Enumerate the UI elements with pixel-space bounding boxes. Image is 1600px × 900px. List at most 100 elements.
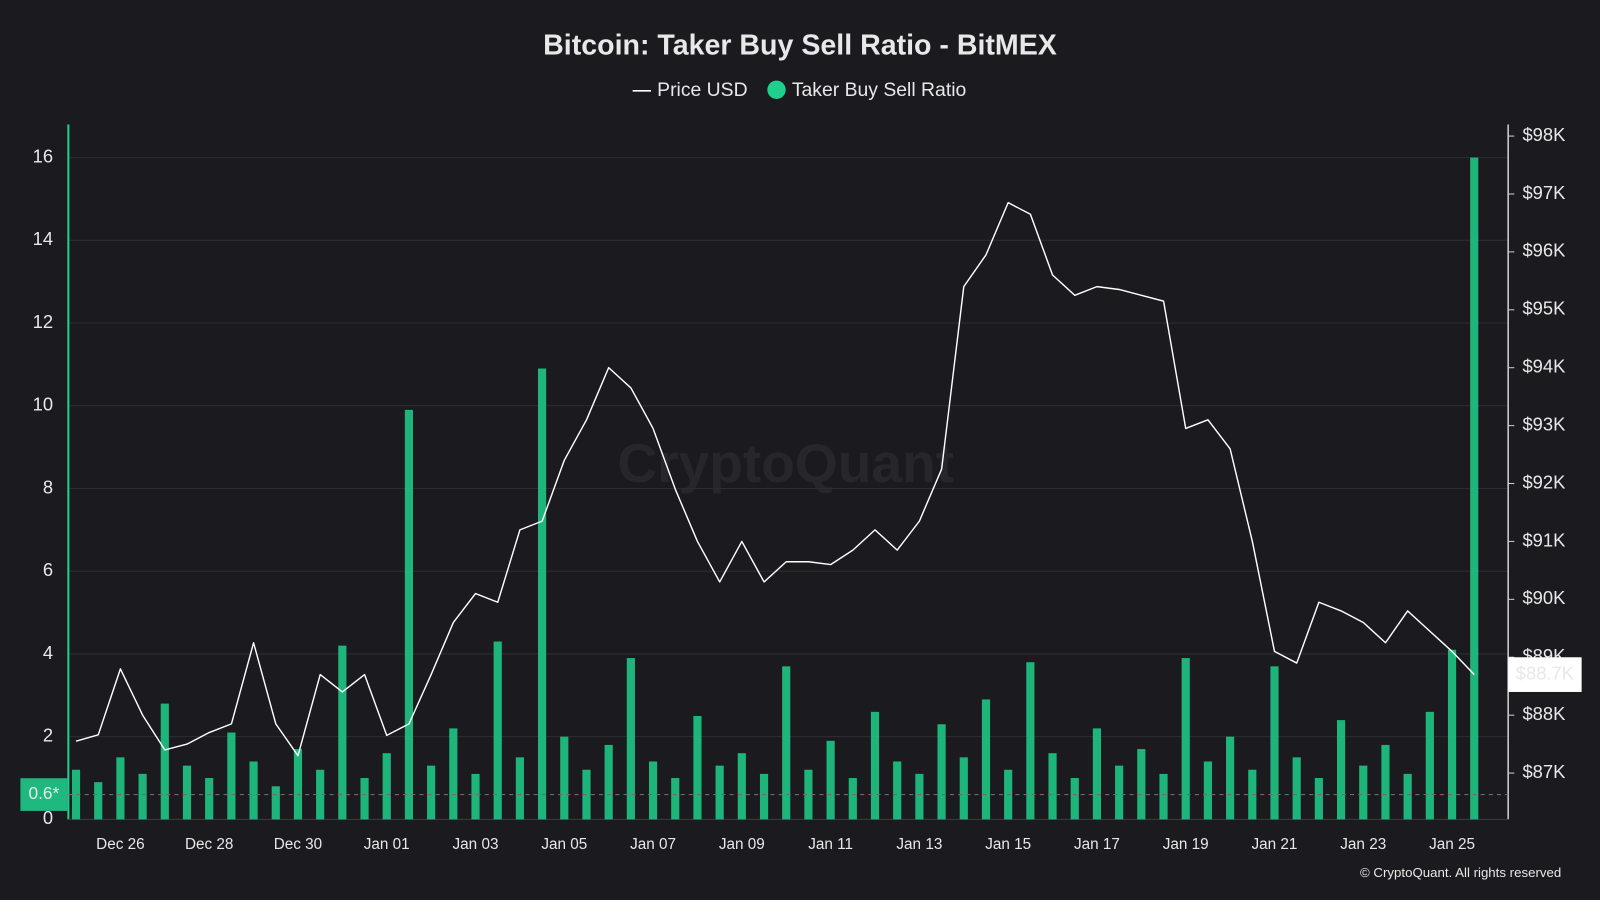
bar: [915, 773, 924, 820]
bar: [449, 728, 458, 820]
bar: [848, 778, 857, 820]
current-price-label: $88.7K: [1516, 662, 1575, 683]
y2-tick-label: $98K: [1522, 124, 1566, 145]
y2-tick-label: $93K: [1522, 413, 1566, 434]
bar: [160, 703, 169, 820]
bar: [981, 699, 991, 820]
x-tick-label: Jan 15: [985, 836, 1031, 853]
bar: [205, 778, 214, 820]
x-tick-label: Dec 30: [274, 836, 322, 853]
bar: [1092, 728, 1102, 820]
x-tick-label: Dec 28: [185, 836, 233, 853]
bar: [1070, 778, 1079, 820]
y-tick-label: 16: [33, 145, 53, 166]
bar: [249, 761, 258, 820]
chart-title: Bitcoin: Taker Buy Sell Ratio - BitMEX: [543, 29, 1057, 61]
bar: [959, 757, 968, 820]
bar: [671, 778, 680, 820]
legend-swatch: [767, 80, 786, 99]
y-tick-label: 10: [33, 394, 53, 415]
bar: [1026, 662, 1035, 820]
bar: [138, 773, 147, 820]
x-tick-label: Jan 01: [364, 836, 410, 853]
bar: [715, 765, 724, 820]
bar: [604, 744, 613, 820]
bar: [1159, 773, 1168, 820]
footer: © CryptoQuant. All rights reserved: [1360, 865, 1561, 880]
bar: [515, 757, 524, 820]
bar: [1203, 761, 1212, 820]
current-price-box: [1508, 657, 1582, 692]
bar: [937, 724, 946, 820]
bar: [1226, 736, 1235, 820]
price-line: [75, 201, 1475, 757]
y-tick-label: 14: [33, 228, 53, 249]
bar: [1048, 753, 1057, 820]
x-tick-label: Jan 17: [1074, 836, 1120, 853]
bar: [338, 645, 347, 820]
bar: [493, 641, 502, 820]
x-tick-label: Jan 21: [1252, 836, 1298, 853]
y2-tick-label: $92K: [1522, 471, 1566, 492]
bar: [560, 736, 569, 820]
legend-label: Taker Buy Sell Ratio: [792, 79, 966, 101]
x-tick-label: Jan 25: [1429, 836, 1475, 853]
current-ratio-label: 0.6*: [28, 783, 59, 803]
bar: [1381, 744, 1390, 820]
x-tick-label: Jan 05: [541, 836, 587, 853]
y2-tick-label: $88K: [1522, 703, 1566, 724]
x-tick-label: Jan 11: [808, 836, 853, 853]
bar: [648, 761, 658, 820]
bar: [1425, 711, 1434, 820]
bar: [1403, 773, 1412, 820]
y-tick-label: 2: [43, 725, 53, 746]
bar: [804, 769, 813, 820]
bar: [1181, 658, 1190, 820]
y2-tick-label: $91K: [1522, 529, 1566, 550]
bar: [1359, 765, 1368, 820]
y-tick-label: 8: [43, 476, 53, 497]
x-tick-label: Jan 23: [1340, 836, 1386, 853]
y-tick-label: 6: [43, 559, 53, 580]
bar: [626, 658, 635, 820]
y2-tick-label: $90K: [1522, 587, 1566, 608]
bar: [1270, 666, 1279, 820]
bar: [759, 773, 769, 820]
bar: [316, 769, 325, 820]
y2-tick-label: $95K: [1522, 298, 1566, 319]
bar: [538, 368, 547, 820]
bar: [1470, 157, 1479, 820]
x-tick-label: Jan 19: [1163, 836, 1209, 853]
bar: [737, 753, 746, 820]
bar: [360, 778, 369, 820]
watermark: CryptoQuant: [617, 432, 954, 494]
x-tick-label: Jan 03: [453, 836, 499, 853]
bar: [1292, 757, 1301, 820]
x-tick-label: Jan 13: [896, 836, 942, 853]
bar: [427, 765, 436, 820]
bar: [227, 732, 236, 820]
bar: [94, 782, 103, 820]
bar: [182, 765, 192, 820]
bar: [1115, 765, 1124, 820]
bar: [116, 757, 125, 820]
bar: [826, 740, 835, 820]
current-ratio-box: [20, 778, 68, 811]
y-tick-label: 4: [43, 642, 53, 663]
bar: [893, 761, 902, 820]
bar: [870, 711, 880, 820]
bar: [404, 409, 414, 820]
bar: [271, 786, 280, 820]
y2-tick-label: $97K: [1522, 182, 1566, 203]
y2-tick-label: $96K: [1522, 240, 1566, 261]
y-tick-label: 12: [33, 311, 53, 332]
x-tick-label: Jan 07: [630, 836, 676, 853]
x-tick-label: Dec 26: [96, 836, 144, 853]
bar: [71, 769, 81, 820]
bar: [1447, 649, 1457, 820]
legend-label: Price USD: [657, 79, 747, 101]
bar: [382, 753, 391, 820]
